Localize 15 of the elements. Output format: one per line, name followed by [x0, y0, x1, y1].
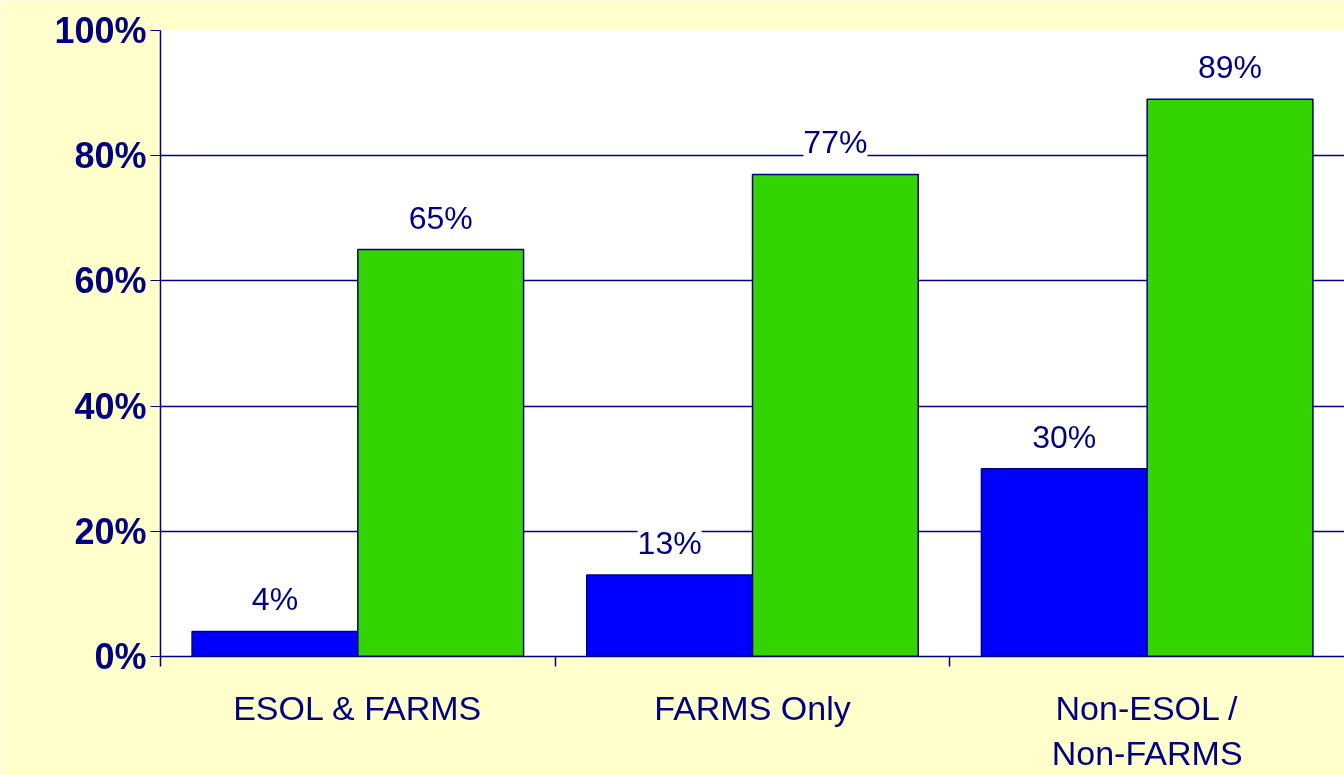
data-label: 4%: [251, 581, 299, 618]
y-tick-label: 40%: [74, 385, 147, 427]
data-label: 30%: [1032, 418, 1097, 455]
y-tick-label: 100%: [54, 10, 147, 51]
y-tick-label: 0%: [94, 636, 147, 677]
data-label: 65%: [408, 199, 473, 236]
data-label: 77%: [803, 124, 868, 161]
x-tick-label: FARMS Only: [654, 688, 851, 727]
data-label: 89%: [1198, 49, 1263, 86]
x-tick-label: Non-ESOL / Non-FARMS: [1051, 688, 1243, 773]
x-tick-label: ESOL & FARMS: [233, 688, 482, 727]
y-tick-label: 20%: [74, 510, 147, 552]
y-tick-label: 60%: [74, 260, 147, 302]
data-label: 13%: [637, 525, 702, 562]
y-tick-label: 80%: [74, 135, 147, 177]
